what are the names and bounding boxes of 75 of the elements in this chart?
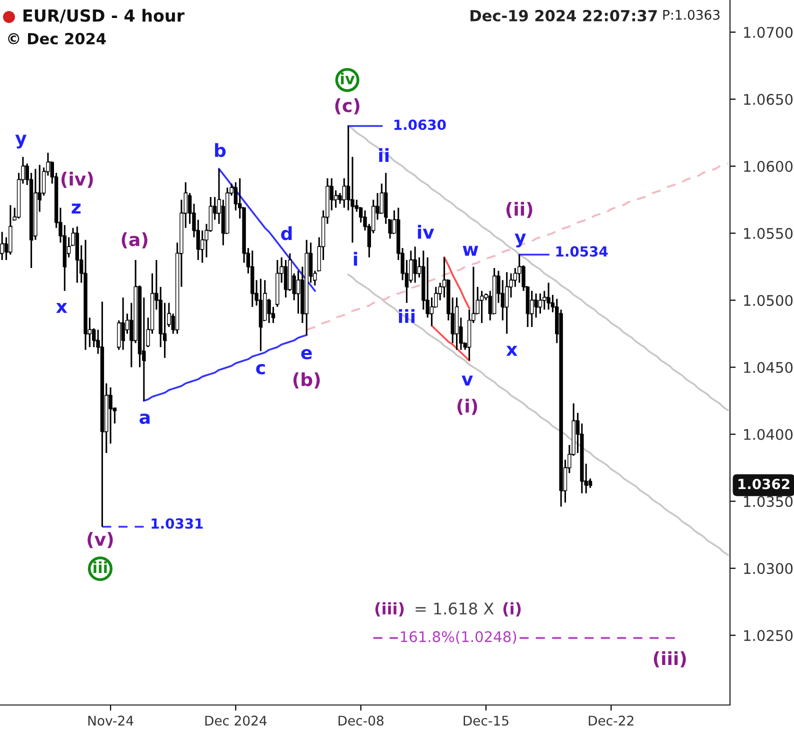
annotation: Dec-19 2024 22:07:37 (470, 10, 657, 22)
annotation: (c) (335, 98, 360, 114)
annotation: (iii) (375, 602, 404, 617)
annotation: 1.0534 (556, 246, 608, 257)
annotation: (v) (88, 532, 113, 548)
y-tick-label: 1.0250 (744, 630, 793, 642)
annotation: (i) (503, 602, 521, 617)
candlestick (504, 271, 509, 334)
y-tick-label: 1.0700 (744, 26, 793, 38)
annotation: (ii) (506, 202, 532, 218)
line-series (347, 274, 729, 556)
candlestick (546, 282, 550, 310)
x-tick-label: Dec-08 (338, 716, 384, 726)
y-tick-label: 1.0500 (744, 294, 793, 306)
line-series (430, 324, 470, 362)
annotation: y (15, 134, 26, 149)
annotation: y (514, 234, 526, 248)
annotation: x (506, 346, 518, 356)
x-tick-label: Dec-22 (588, 716, 634, 726)
annotation: v (462, 376, 473, 386)
candlestick (75, 226, 80, 284)
annotation: c (256, 364, 265, 374)
annotation: ii (379, 148, 389, 162)
candlestick (542, 290, 547, 310)
annotation: w (462, 246, 478, 256)
candlestick (0, 231, 4, 261)
annotation: (i) (457, 398, 478, 415)
candlestick (304, 239, 308, 336)
annotation: a (140, 414, 150, 424)
y-tick-label: 1.0450 (744, 362, 793, 373)
y-tick-label: 1.0400 (744, 428, 793, 440)
annotation: 1.0331 (152, 518, 203, 529)
candlestick (34, 168, 38, 241)
annotation: 1.0630 (394, 120, 446, 130)
candlestick (538, 292, 542, 314)
annotation: b (215, 143, 226, 158)
annotation: iv (418, 224, 434, 239)
candlestick (413, 246, 417, 284)
chart-title: EUR/USD - 4 hour (24, 8, 184, 24)
candlestick (121, 296, 125, 351)
annotation: x (56, 302, 68, 313)
annotation: = 1.618 X (416, 602, 494, 615)
x-tick-label: Nov-24 (88, 716, 134, 726)
annotation: (iii) (654, 651, 686, 668)
candlestick (480, 290, 484, 324)
y-tick-label: 1.0550 (744, 228, 793, 239)
candlestick (258, 278, 263, 352)
annotation: d (281, 226, 292, 240)
annotation: 161.8%(1.0248) (400, 630, 516, 644)
annotation: i (354, 252, 358, 266)
candlestick (276, 259, 280, 308)
annotation: iv (341, 72, 355, 84)
line-series (306, 162, 729, 331)
line-series (218, 168, 316, 292)
candlestick (84, 239, 88, 351)
candlestick (530, 290, 534, 328)
candlestick (100, 300, 104, 528)
text: 1.0362 (738, 478, 790, 490)
annotation: iii (398, 309, 414, 323)
y-tick-label: 1.0350 (744, 496, 793, 508)
annotation: (a) (122, 232, 148, 248)
annotation: (b) (293, 372, 320, 388)
annotation: e (301, 348, 312, 360)
text: © Dec 2024 (8, 32, 106, 44)
y-tick-label: 1.0650 (744, 94, 793, 105)
x-tick-label: Dec 2024 (205, 716, 267, 726)
annotation: z (72, 204, 81, 214)
y-tick-label: 1.0600 (744, 160, 793, 172)
annotation: iii (94, 561, 107, 573)
annotation: (iv) (61, 172, 93, 188)
candlestick (250, 250, 254, 308)
annotation: P:1.0363 (663, 10, 720, 20)
y-tick-label: 1.0300 (744, 563, 793, 574)
x-tick-label: Dec-15 (464, 716, 508, 726)
candlestick (454, 296, 459, 351)
